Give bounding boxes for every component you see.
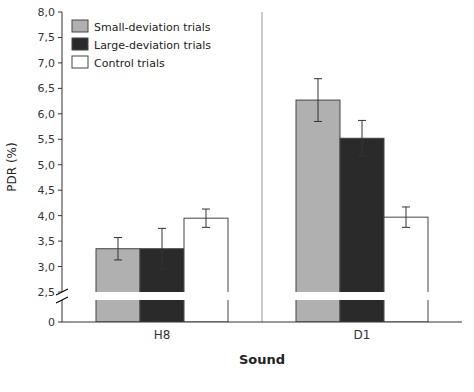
- x-tick-label: H8: [154, 328, 171, 342]
- group-separator: [262, 12, 263, 322]
- error-bar: [202, 209, 210, 227]
- y-tick-label: 6,0: [38, 108, 56, 121]
- chart: 0 2,5 3,0 3,5 4,0 4,5 5,0 5,5 6,0 6,5 7,0 7,5 8,0 H8 D…: [0, 0, 474, 392]
- y-tick-label: 3,0: [38, 261, 56, 274]
- x-axis: [62, 322, 462, 323]
- y-tick: [58, 62, 62, 63]
- y-tick: [58, 88, 62, 89]
- y-tick-label: 4,0: [38, 210, 56, 223]
- break-mark: [56, 297, 68, 303]
- y-tick-label: 5,0: [38, 159, 56, 172]
- x-axis-title: Sound: [239, 352, 285, 367]
- error-bar: [358, 120, 366, 156]
- y-tick: [58, 190, 62, 191]
- y-tick-label: 4,5: [38, 184, 56, 197]
- error-bar: [314, 79, 322, 122]
- error-bar: [114, 238, 122, 260]
- bar: [384, 217, 428, 322]
- bar: [184, 218, 228, 322]
- y-tick: [58, 12, 62, 13]
- y-tick: [58, 215, 62, 216]
- y-tick: [58, 292, 62, 293]
- y-tick: [58, 113, 62, 114]
- legend: Small-deviation trials Large-deviation tr…: [72, 20, 211, 70]
- y-tick-label: 8,0: [38, 6, 56, 19]
- error-bar: [158, 228, 166, 269]
- y-tick-label: 3,5: [38, 235, 56, 248]
- y-axis-title: PDR (%): [5, 142, 19, 191]
- y-tick: [58, 164, 62, 165]
- y-tick-label: 0: [48, 316, 55, 329]
- y-tick-label: 7,0: [38, 57, 56, 70]
- y-tick-label: 6,5: [38, 82, 56, 95]
- y-tick-label: 5,5: [38, 133, 56, 146]
- legend-swatch: [72, 56, 88, 68]
- y-axis: [62, 12, 63, 292]
- legend-label: Large-deviation trials: [94, 39, 211, 52]
- bar: [296, 100, 340, 322]
- y-tick-label: 7,5: [38, 31, 56, 44]
- y-tick: [58, 139, 62, 140]
- x-tick-label: D1: [354, 328, 371, 342]
- y-axis: [62, 300, 63, 322]
- y-tick: [58, 322, 62, 323]
- error-bar: [402, 207, 410, 227]
- y-tick: [58, 37, 62, 38]
- y-tick-label: 2,5: [38, 286, 56, 299]
- y-tick: [58, 241, 62, 242]
- break-mark: [56, 289, 68, 295]
- legend-swatch: [72, 20, 88, 32]
- legend-label: Control trials: [94, 57, 165, 70]
- legend-swatch: [72, 38, 88, 50]
- legend-label: Small-deviation trials: [94, 21, 211, 34]
- y-tick: [58, 266, 62, 267]
